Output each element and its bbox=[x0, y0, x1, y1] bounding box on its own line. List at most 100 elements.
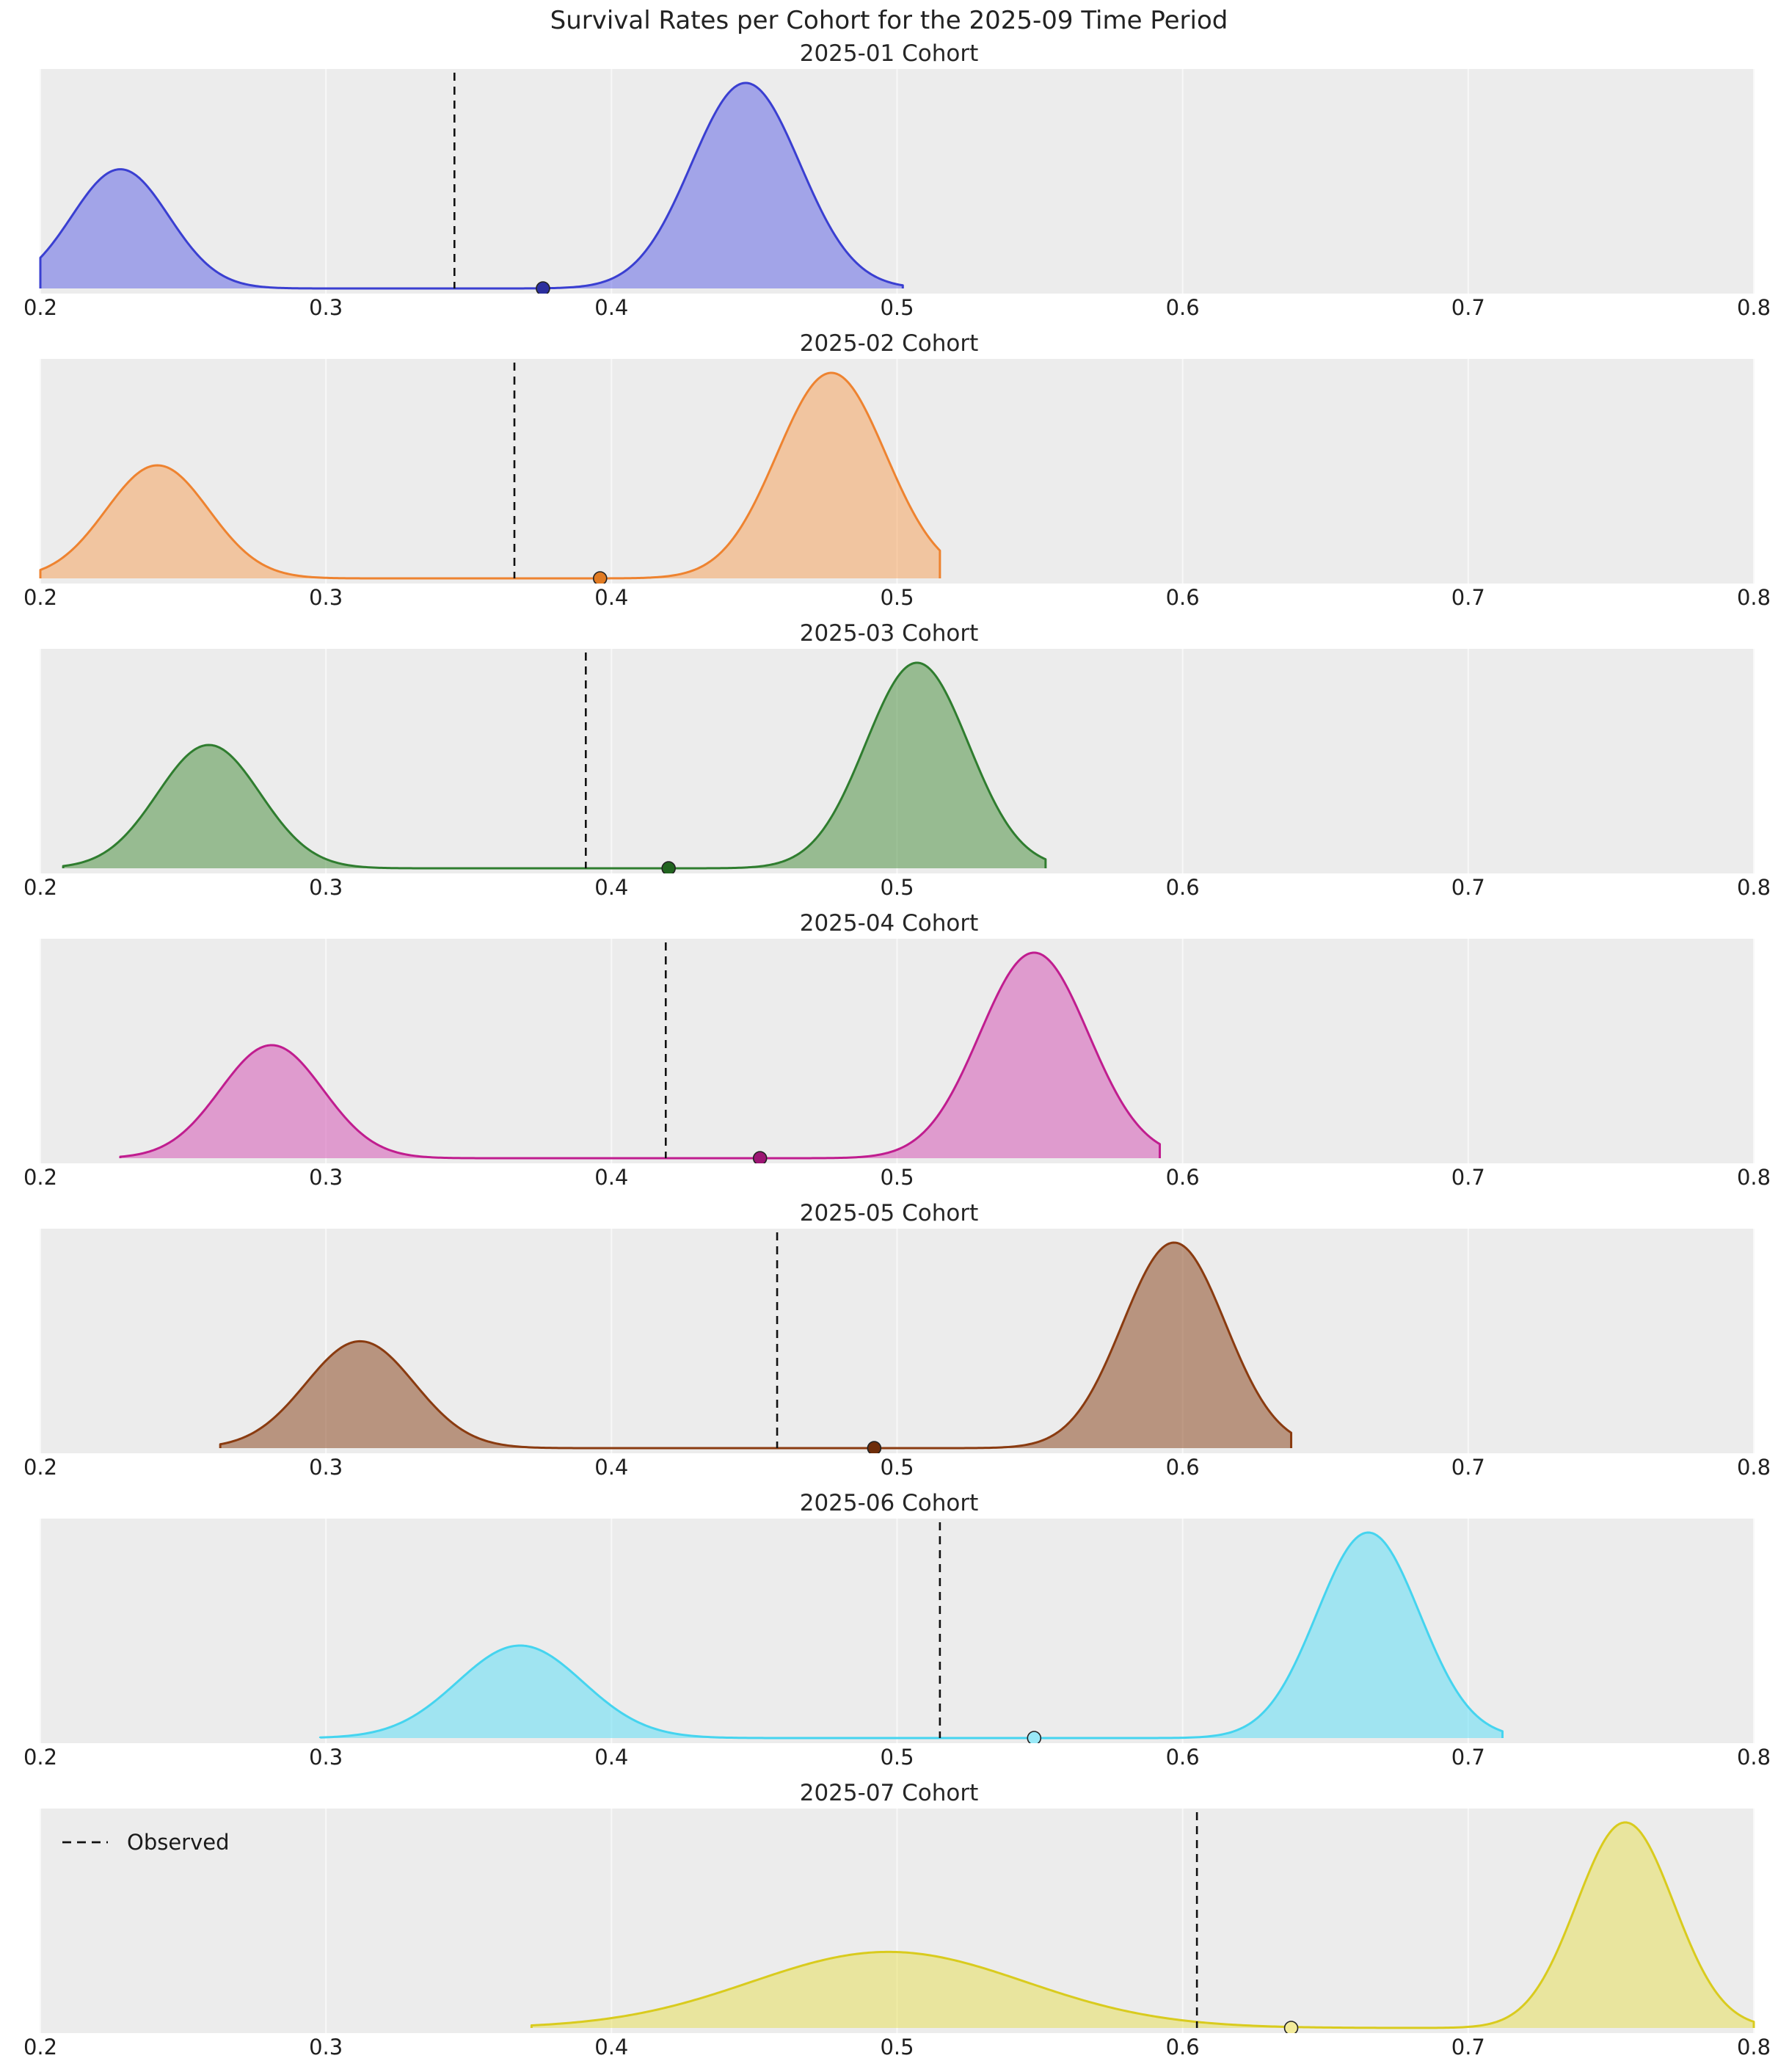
density-fill bbox=[40, 373, 940, 578]
density-plot bbox=[40, 649, 1755, 873]
density-fill bbox=[320, 1533, 1503, 1738]
x-tick-label: 0.3 bbox=[309, 1455, 343, 1480]
x-tick-label: 0.6 bbox=[1165, 1165, 1200, 1190]
x-tick-label: 0.5 bbox=[880, 1745, 914, 1770]
x-tick-label: 0.5 bbox=[880, 1165, 914, 1190]
x-tick-label: 0.3 bbox=[309, 1745, 343, 1770]
x-axis-ticks: 0.2 0.3 0.4 0.5 0.6 0.7 0.8 bbox=[0, 2033, 1778, 2066]
x-tick-label: 0.4 bbox=[594, 1745, 629, 1770]
posterior-dot bbox=[592, 571, 608, 584]
posterior-dot bbox=[661, 861, 676, 873]
subplot-title: 2025-05 Cohort bbox=[799, 1200, 979, 1226]
x-tick-label: 0.8 bbox=[1736, 1165, 1771, 1190]
density-line bbox=[318, 1531, 1504, 1740]
subplot-title: 2025-02 Cohort bbox=[799, 330, 979, 357]
density-line bbox=[39, 371, 941, 580]
x-tick-label: 0.4 bbox=[594, 1455, 629, 1480]
subplot-3: 2025-03 Cohort 0.2 0.3 0.4 0.5 0.6 0.7 0.8 bbox=[0, 617, 1778, 906]
x-tick-label: 0.3 bbox=[309, 875, 343, 900]
posterior-dot bbox=[752, 1151, 768, 1163]
subplot-5: 2025-05 Cohort 0.2 0.3 0.4 0.5 0.6 0.7 0.8 bbox=[0, 1196, 1778, 1486]
subplot-2: 2025-02 Cohort 0.2 0.3 0.4 0.5 0.6 0.7 0.8 bbox=[0, 327, 1778, 617]
x-tick-label: 0.7 bbox=[1451, 1455, 1485, 1480]
posterior-dot bbox=[536, 281, 550, 294]
x-axis-ticks: 0.2 0.3 0.4 0.5 0.6 0.7 0.8 bbox=[0, 1743, 1778, 1776]
x-tick-label: 0.6 bbox=[1165, 875, 1200, 900]
density-plot bbox=[39, 359, 1755, 584]
x-tick-label: 0.3 bbox=[309, 1165, 343, 1190]
x-tick-label: 0.7 bbox=[1451, 875, 1485, 900]
density-plot bbox=[40, 1229, 1755, 1453]
x-tick-label: 0.8 bbox=[1736, 875, 1771, 900]
x-tick-label: 0.4 bbox=[594, 875, 629, 900]
x-tick-label: 0.8 bbox=[1736, 1455, 1771, 1480]
x-axis-ticks: 0.2 0.3 0.4 0.5 0.6 0.7 0.8 bbox=[0, 294, 1778, 327]
subplot-6: 2025-06 Cohort 0.2 0.3 0.4 0.5 0.6 0.7 0.8 bbox=[0, 1486, 1778, 1776]
density-plot bbox=[40, 1519, 1755, 1743]
legend-label: Observed bbox=[127, 1830, 230, 1855]
density-fill bbox=[63, 663, 1046, 868]
x-tick-label: 0.4 bbox=[594, 2035, 629, 2060]
x-axis-ticks: 0.2 0.3 0.4 0.5 0.6 0.7 0.8 bbox=[0, 584, 1778, 617]
x-tick-label: 0.7 bbox=[1451, 585, 1485, 610]
density-fill bbox=[220, 1243, 1291, 1448]
x-tick-label: 0.2 bbox=[23, 1165, 58, 1190]
density-fill bbox=[40, 83, 903, 288]
posterior-dot bbox=[1283, 2021, 1299, 2033]
x-tick-label: 0.6 bbox=[1165, 1745, 1200, 1770]
x-tick-label: 0.7 bbox=[1451, 295, 1485, 320]
subplot-1: 2025-01 Cohort 0.2 0.3 0.4 0.5 0.6 0.7 0.8 bbox=[0, 37, 1778, 327]
x-tick-label: 0.6 bbox=[1165, 585, 1200, 610]
posterior-dot bbox=[867, 1441, 882, 1453]
subplots-container: 2025-01 Cohort 0.2 0.3 0.4 0.5 0.6 0.7 0.8 2025-… bbox=[0, 37, 1778, 2066]
density-fill bbox=[531, 1822, 1754, 2028]
density-plot: Observed bbox=[40, 1809, 1755, 2033]
x-tick-label: 0.2 bbox=[23, 585, 58, 610]
x-tick-label: 0.6 bbox=[1165, 295, 1200, 320]
x-tick-label: 0.2 bbox=[23, 295, 58, 320]
chart-title: Survival Rates per Cohort for the 2025-0… bbox=[550, 6, 1228, 35]
x-tick-label: 0.5 bbox=[880, 2035, 914, 2060]
x-axis-ticks: 0.2 0.3 0.4 0.5 0.6 0.7 0.8 bbox=[0, 1453, 1778, 1486]
x-axis-ticks: 0.2 0.3 0.4 0.5 0.6 0.7 0.8 bbox=[0, 873, 1778, 906]
x-tick-label: 0.2 bbox=[23, 875, 58, 900]
x-tick-label: 0.8 bbox=[1736, 2035, 1771, 2060]
x-tick-label: 0.6 bbox=[1165, 1455, 1200, 1480]
density-line bbox=[219, 1241, 1293, 1450]
density-fill bbox=[120, 953, 1160, 1158]
subplot-title: 2025-06 Cohort bbox=[799, 1490, 979, 1516]
x-tick-label: 0.7 bbox=[1451, 1745, 1485, 1770]
density-line bbox=[62, 661, 1047, 870]
density-plot bbox=[39, 69, 1755, 294]
density-line bbox=[119, 951, 1162, 1160]
density-line bbox=[39, 81, 904, 290]
x-tick-label: 0.7 bbox=[1451, 1165, 1485, 1190]
subplot-4: 2025-04 Cohort 0.2 0.3 0.4 0.5 0.6 0.7 0.8 bbox=[0, 906, 1778, 1196]
x-tick-label: 0.8 bbox=[1736, 585, 1771, 610]
subplot-title: 2025-03 Cohort bbox=[799, 620, 979, 647]
x-tick-label: 0.5 bbox=[880, 875, 914, 900]
posterior-dot bbox=[1027, 1731, 1042, 1743]
density-line bbox=[530, 1821, 1755, 2029]
x-tick-label: 0.3 bbox=[309, 295, 343, 320]
x-tick-label: 0.2 bbox=[23, 1455, 58, 1480]
x-tick-label: 0.8 bbox=[1736, 1745, 1771, 1770]
x-tick-label: 0.5 bbox=[880, 585, 914, 610]
x-tick-label: 0.6 bbox=[1165, 2035, 1200, 2060]
x-tick-label: 0.4 bbox=[594, 295, 629, 320]
subplot-title: 2025-07 Cohort bbox=[799, 1780, 979, 1806]
x-tick-label: 0.2 bbox=[23, 2035, 58, 2060]
x-tick-label: 0.8 bbox=[1736, 295, 1771, 320]
x-tick-label: 0.5 bbox=[880, 295, 914, 320]
subplot-7: 2025-07 Cohort Observed 0.2 0.3 0.4 0.5 0.6 0.7… bbox=[0, 1776, 1778, 2066]
x-axis-ticks: 0.2 0.3 0.4 0.5 0.6 0.7 0.8 bbox=[0, 1163, 1778, 1196]
x-tick-label: 0.3 bbox=[309, 585, 343, 610]
density-plot bbox=[40, 939, 1755, 1163]
x-tick-label: 0.4 bbox=[594, 585, 629, 610]
x-tick-label: 0.4 bbox=[594, 1165, 629, 1190]
x-tick-label: 0.7 bbox=[1451, 2035, 1485, 2060]
subplot-title: 2025-01 Cohort bbox=[799, 40, 979, 67]
subplot-title: 2025-04 Cohort bbox=[799, 910, 979, 937]
x-tick-label: 0.5 bbox=[880, 1455, 914, 1480]
